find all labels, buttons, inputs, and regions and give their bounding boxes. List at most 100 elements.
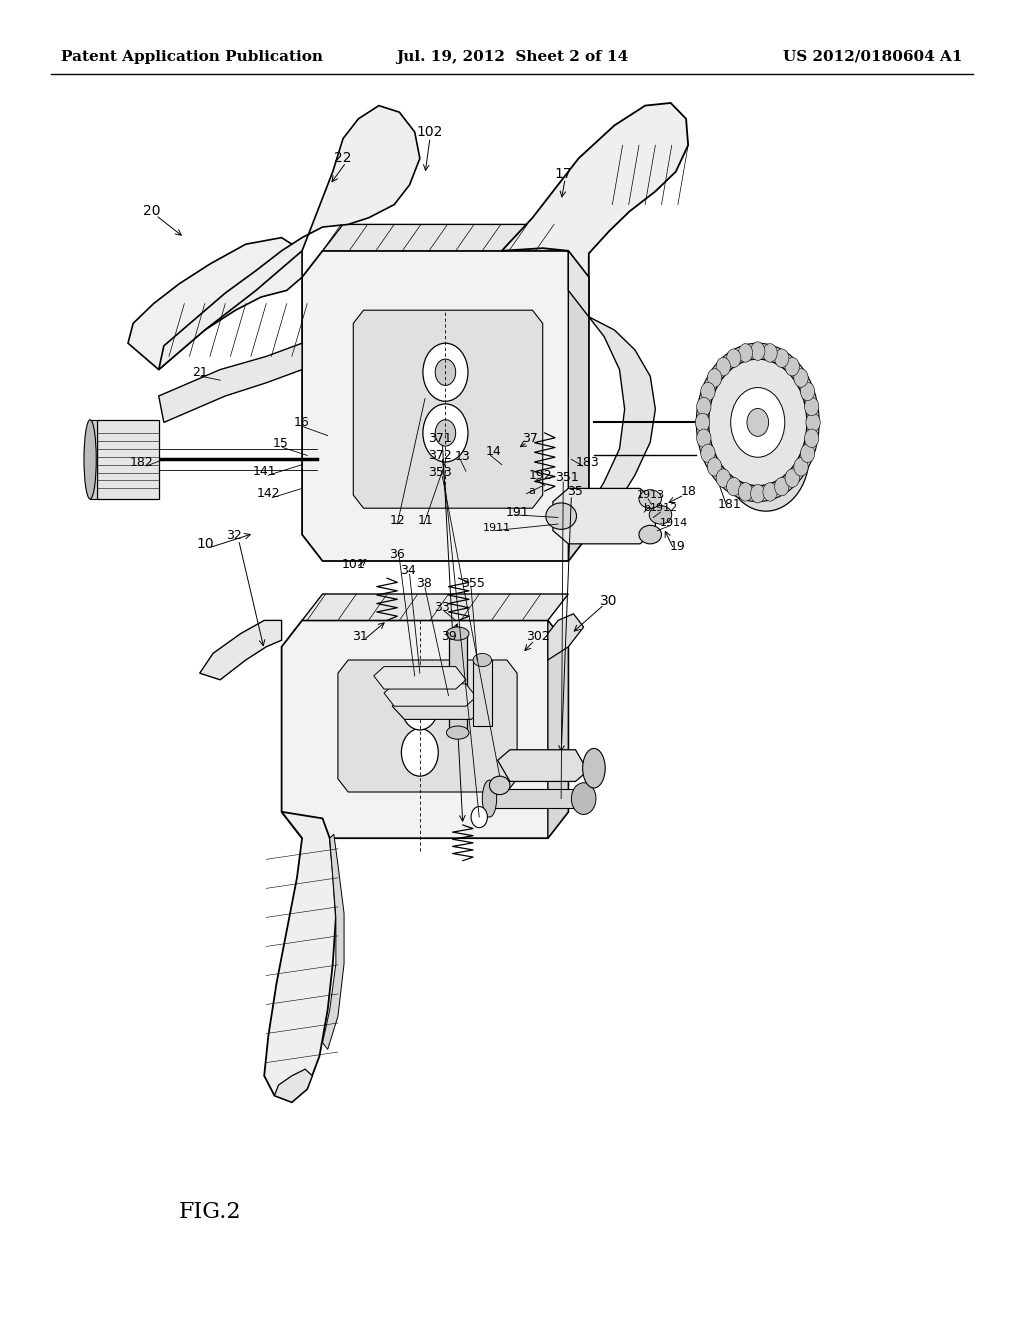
Polygon shape bbox=[90, 420, 97, 499]
Circle shape bbox=[751, 342, 765, 360]
Polygon shape bbox=[159, 343, 302, 422]
Polygon shape bbox=[498, 750, 588, 781]
Polygon shape bbox=[502, 103, 688, 277]
Text: b: b bbox=[644, 503, 650, 513]
Polygon shape bbox=[568, 251, 589, 561]
Text: Jul. 19, 2012  Sheet 2 of 14: Jul. 19, 2012 Sheet 2 of 14 bbox=[396, 50, 628, 63]
Ellipse shape bbox=[583, 748, 605, 788]
Polygon shape bbox=[282, 620, 568, 838]
Text: 102: 102 bbox=[417, 125, 443, 139]
Text: FIG.2: FIG.2 bbox=[179, 1201, 242, 1222]
Text: 19: 19 bbox=[670, 540, 686, 553]
Circle shape bbox=[743, 426, 788, 484]
Circle shape bbox=[738, 483, 753, 502]
Polygon shape bbox=[264, 812, 336, 1102]
Text: 15: 15 bbox=[272, 437, 289, 450]
Ellipse shape bbox=[649, 506, 672, 524]
Circle shape bbox=[794, 368, 808, 387]
Text: 182: 182 bbox=[129, 455, 154, 469]
Circle shape bbox=[708, 368, 722, 387]
Circle shape bbox=[774, 478, 788, 496]
Text: 302: 302 bbox=[525, 630, 550, 643]
Circle shape bbox=[805, 397, 819, 416]
Text: 12: 12 bbox=[389, 513, 406, 527]
Text: 13: 13 bbox=[455, 450, 471, 463]
Circle shape bbox=[435, 359, 456, 385]
Circle shape bbox=[731, 388, 784, 457]
Text: 35: 35 bbox=[567, 484, 584, 498]
Text: 355: 355 bbox=[461, 577, 485, 590]
Polygon shape bbox=[553, 488, 655, 544]
Text: 14: 14 bbox=[485, 445, 502, 458]
Circle shape bbox=[723, 400, 809, 511]
Circle shape bbox=[700, 383, 715, 401]
Text: 191: 191 bbox=[505, 506, 529, 519]
Text: 183: 183 bbox=[575, 455, 600, 469]
Polygon shape bbox=[128, 238, 302, 370]
Bar bbox=[449, 634, 467, 733]
Circle shape bbox=[746, 408, 769, 437]
Circle shape bbox=[806, 413, 820, 432]
Circle shape bbox=[751, 484, 765, 503]
Text: 30: 30 bbox=[599, 594, 617, 607]
Circle shape bbox=[695, 413, 710, 432]
Text: 353: 353 bbox=[428, 466, 453, 479]
Circle shape bbox=[763, 483, 777, 502]
Polygon shape bbox=[392, 697, 483, 719]
Text: 101: 101 bbox=[341, 558, 366, 572]
Text: 372: 372 bbox=[428, 449, 453, 462]
Circle shape bbox=[785, 358, 800, 376]
Ellipse shape bbox=[489, 776, 510, 795]
Text: 38: 38 bbox=[416, 577, 432, 590]
Text: 16: 16 bbox=[293, 416, 309, 429]
Polygon shape bbox=[274, 1069, 312, 1102]
Ellipse shape bbox=[546, 503, 577, 529]
Text: 20: 20 bbox=[142, 205, 161, 218]
Circle shape bbox=[571, 783, 596, 814]
Text: 17: 17 bbox=[554, 168, 572, 181]
Circle shape bbox=[696, 397, 711, 416]
Polygon shape bbox=[568, 251, 655, 535]
Bar bbox=[489, 789, 584, 808]
Text: 39: 39 bbox=[440, 630, 457, 643]
Text: 22: 22 bbox=[334, 152, 352, 165]
Text: 371: 371 bbox=[428, 432, 453, 445]
Ellipse shape bbox=[639, 525, 662, 544]
Circle shape bbox=[401, 682, 438, 730]
Circle shape bbox=[801, 383, 815, 401]
Text: 192: 192 bbox=[528, 469, 553, 482]
Circle shape bbox=[774, 348, 788, 367]
Circle shape bbox=[727, 478, 741, 496]
Circle shape bbox=[716, 358, 730, 376]
Polygon shape bbox=[374, 667, 466, 689]
Text: US 2012/0180604 A1: US 2012/0180604 A1 bbox=[783, 50, 963, 63]
Circle shape bbox=[708, 458, 722, 477]
Circle shape bbox=[805, 429, 819, 447]
Circle shape bbox=[716, 469, 730, 487]
Circle shape bbox=[727, 348, 741, 367]
Circle shape bbox=[423, 404, 468, 462]
Polygon shape bbox=[302, 251, 589, 561]
Ellipse shape bbox=[446, 627, 469, 640]
Circle shape bbox=[401, 729, 438, 776]
Text: a: a bbox=[528, 486, 535, 496]
Text: 1912: 1912 bbox=[649, 503, 678, 513]
Polygon shape bbox=[548, 620, 568, 838]
Text: 33: 33 bbox=[434, 601, 451, 614]
Polygon shape bbox=[159, 106, 420, 370]
Ellipse shape bbox=[84, 420, 96, 499]
Text: 37: 37 bbox=[522, 432, 539, 445]
Polygon shape bbox=[353, 310, 543, 508]
Text: 142: 142 bbox=[256, 487, 281, 500]
Circle shape bbox=[435, 420, 456, 446]
Circle shape bbox=[700, 444, 715, 462]
Polygon shape bbox=[323, 834, 344, 1049]
Text: 1913: 1913 bbox=[637, 490, 666, 500]
Text: 141: 141 bbox=[252, 465, 276, 478]
Bar bbox=[473, 660, 492, 726]
Circle shape bbox=[738, 343, 753, 362]
Text: 351: 351 bbox=[555, 471, 580, 484]
Polygon shape bbox=[338, 660, 517, 792]
Text: 10: 10 bbox=[196, 537, 214, 550]
Text: 1911: 1911 bbox=[482, 523, 511, 533]
